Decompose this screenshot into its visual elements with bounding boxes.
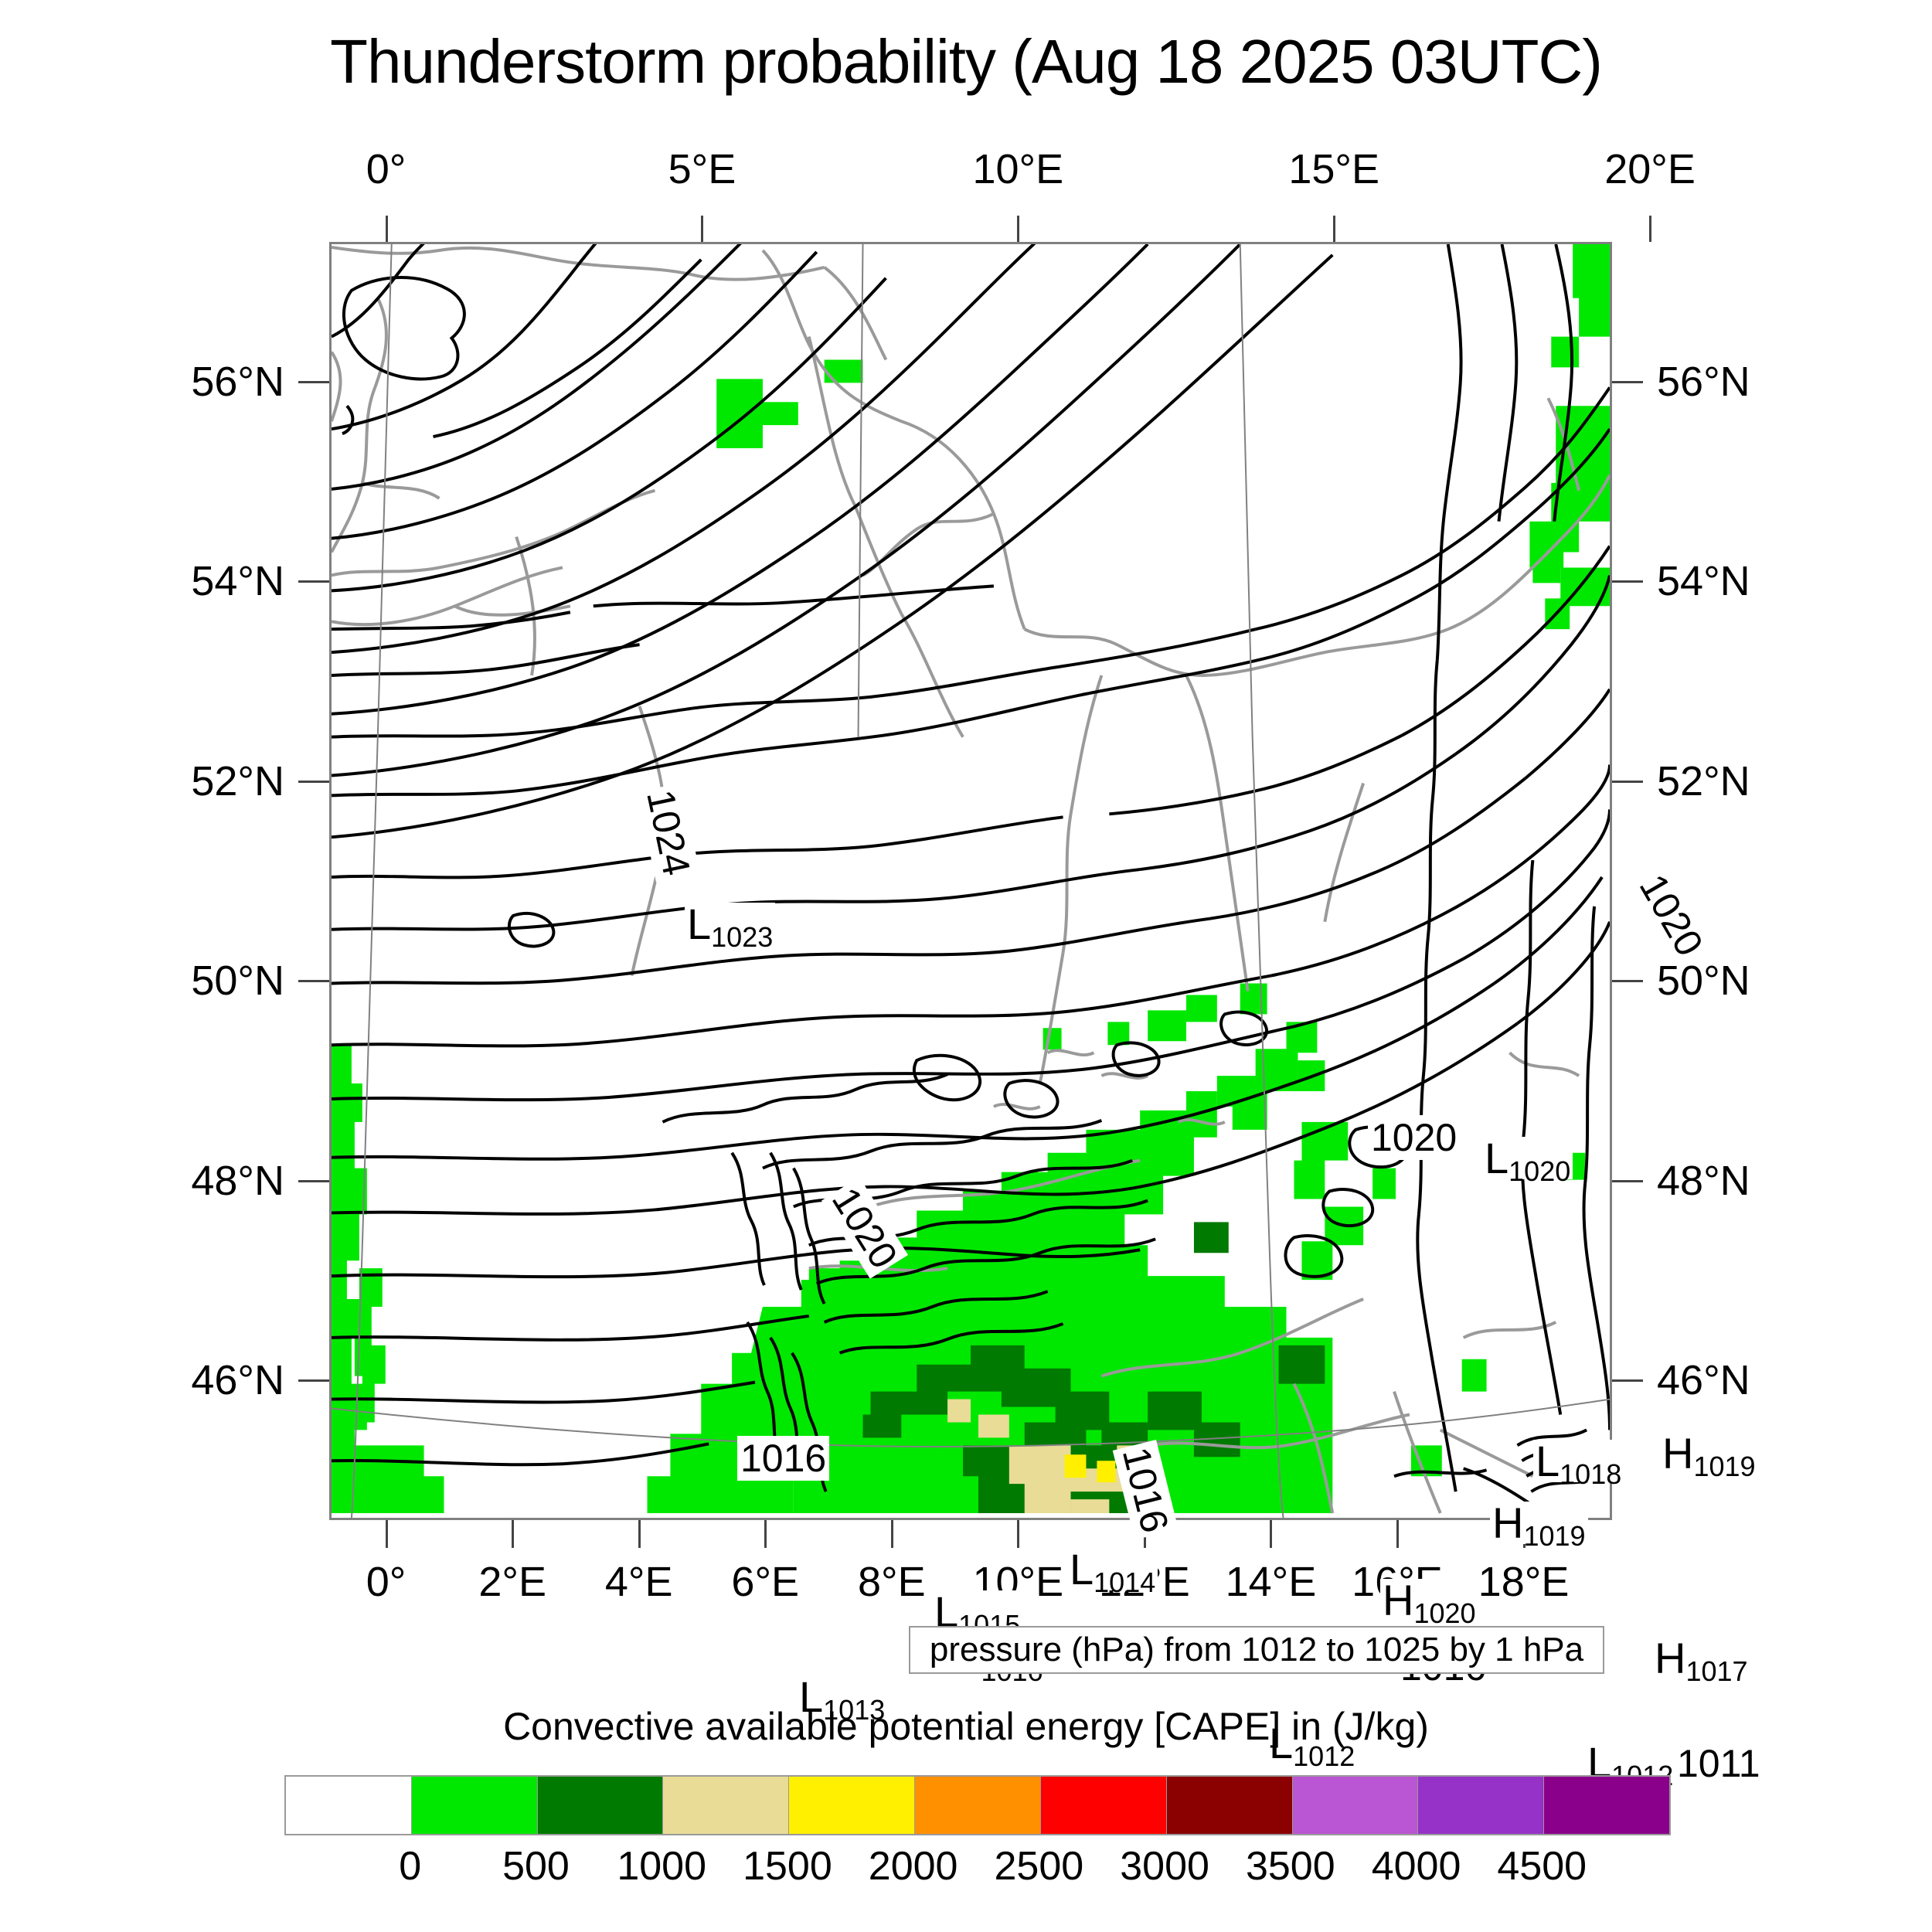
colorbar-caption: Convective available potential energy [C… [503, 1705, 1429, 1748]
pressure-legend-box: pressure (hPa) from 1012 to 1025 by 1 hP… [909, 1626, 1604, 1674]
lat-tick-right-2: 52°N [1657, 757, 1750, 804]
lat-tick-left-4: 48°N [191, 1157, 284, 1204]
colorbar-swatch-5[interactable] [914, 1777, 1040, 1834]
tick-mark [1612, 1379, 1643, 1383]
colorbar-swatch-6[interactable] [1039, 1777, 1166, 1834]
tick-mark [298, 380, 329, 383]
low-pressure-center-1020: L1020 [1482, 1137, 1573, 1185]
cape-filled-field [332, 244, 1610, 1514]
colorbar-swatch-2[interactable] [536, 1777, 663, 1834]
tick-mark [890, 1520, 893, 1548]
tick-mark [764, 1520, 767, 1548]
isobar-label-1020-2: 1020 [1368, 1115, 1461, 1160]
colorbar-tick-2500: 2500 [994, 1844, 1084, 1889]
lon-tick-bottom-7: 14°E [1225, 1559, 1317, 1605]
lat-tick-left-0: 56°N [191, 358, 284, 405]
colorbar-tick-1000: 1000 [617, 1844, 707, 1889]
colorbar-tick-3000: 3000 [1120, 1844, 1209, 1889]
colorbar-swatch-9[interactable] [1417, 1777, 1544, 1834]
low-pressure-center-1013: L1013 [797, 1675, 888, 1724]
map-plot-area[interactable] [329, 242, 1612, 1520]
lon-tick-top-1: 5°E [668, 146, 736, 192]
tick-mark [1612, 780, 1643, 783]
colorbar-tick-0: 0 [399, 1844, 422, 1889]
page-title: Thunderstorm probability (Aug 18 2025 03… [330, 27, 1603, 96]
lon-tick-bottom-1: 2°E [478, 1559, 546, 1605]
colorbar-tick-3500: 3500 [1245, 1844, 1335, 1889]
tick-mark [298, 1179, 329, 1182]
tick-mark [1270, 1520, 1273, 1548]
high-pressure-center-1019: H1019 [1490, 1502, 1588, 1550]
tick-mark [298, 1379, 329, 1383]
tick-mark [385, 1520, 388, 1548]
colorbar-tick-labels: 0 500 1000 1500 2000 2500 3000 3500 4000 4500 [284, 1843, 1668, 1897]
tick-mark [1017, 1520, 1020, 1548]
lon-tick-bottom-9: 18°E [1478, 1559, 1570, 1605]
low-pressure-center-1012: L1012 [1267, 1722, 1358, 1770]
isobar-label-1016-4: 1016 [737, 1436, 830, 1481]
lon-tick-top-0: 0° [366, 146, 406, 192]
low-pressure-center-1018: L1018 [1533, 1440, 1624, 1488]
lat-tick-left-1: 54°N [191, 558, 284, 605]
colorbar-tick-500: 500 [502, 1844, 570, 1889]
lon-tick-top-3: 15°E [1288, 146, 1380, 192]
low-pressure-center-1014: L1014 [1067, 1548, 1158, 1597]
tick-mark [638, 1520, 641, 1548]
tick-mark [298, 980, 329, 983]
colorbar-tick-1500: 1500 [743, 1844, 832, 1889]
isobar-label-1020-3: 1020 [1628, 864, 1714, 967]
lat-tick-left-5: 46°N [191, 1357, 284, 1404]
colorbar[interactable] [284, 1775, 1671, 1835]
lon-tick-bottom-2: 4°E [604, 1559, 673, 1605]
tick-mark [385, 216, 388, 242]
lat-tick-right-5: 46°N [1657, 1357, 1750, 1404]
high-pressure-center-1017: H1017 [1652, 1637, 1750, 1685]
lat-tick-right-3: 50°N [1657, 957, 1750, 1005]
high-pressure-center-1019: H1019 [1660, 1432, 1758, 1481]
isobar-label-1011-7: 1011 [1674, 1741, 1764, 1786]
lon-tick-bottom-3: 6°E [731, 1559, 800, 1605]
tick-mark [298, 780, 329, 783]
lon-tick-top-2: 10°E [972, 146, 1064, 192]
lon-tick-top-4: 20°E [1604, 146, 1696, 192]
low-pressure-center-1023: L1023 [685, 903, 776, 951]
map-canvas [332, 244, 1610, 1518]
tick-mark [1612, 580, 1643, 583]
pressure-legend-text: pressure (hPa) from 1012 to 1025 by 1 hP… [929, 1631, 1584, 1668]
lat-tick-right-0: 56°N [1657, 358, 1750, 405]
lat-tick-left-3: 50°N [191, 957, 284, 1005]
tick-mark [1333, 216, 1336, 242]
tick-mark [1396, 1520, 1399, 1548]
colorbar-swatch-4[interactable] [788, 1777, 915, 1834]
tick-mark [1612, 1179, 1643, 1182]
graticule [332, 244, 1610, 1518]
lat-tick-right-1: 54°N [1657, 558, 1750, 605]
colorbar-swatch-10[interactable] [1543, 1777, 1669, 1834]
colorbar-swatch-7[interactable] [1165, 1777, 1292, 1834]
colorbar-tick-4000: 4000 [1371, 1844, 1461, 1889]
colorbar-tick-2000: 2000 [868, 1844, 958, 1889]
colorbar-swatch-0[interactable] [286, 1777, 411, 1834]
pressure-contours [332, 244, 1610, 1507]
tick-mark [1612, 380, 1643, 383]
tick-mark [512, 1520, 515, 1548]
colorbar-swatch-8[interactable] [1291, 1777, 1418, 1834]
tick-mark [1017, 216, 1020, 242]
high-pressure-center-1020: H1020 [1380, 1579, 1478, 1628]
colorbar-swatch-1[interactable] [410, 1777, 537, 1834]
lat-tick-right-4: 48°N [1657, 1157, 1750, 1204]
tick-mark [1649, 216, 1652, 242]
tick-mark [1612, 980, 1643, 983]
tick-mark [298, 580, 329, 583]
colorbar-swatch-3[interactable] [662, 1777, 789, 1834]
tick-mark [701, 216, 704, 242]
lon-tick-bottom-4: 8°E [857, 1559, 926, 1605]
lon-tick-bottom-0: 0° [366, 1559, 406, 1605]
lat-tick-left-2: 52°N [191, 757, 284, 804]
colorbar-tick-4500: 4500 [1497, 1844, 1587, 1889]
